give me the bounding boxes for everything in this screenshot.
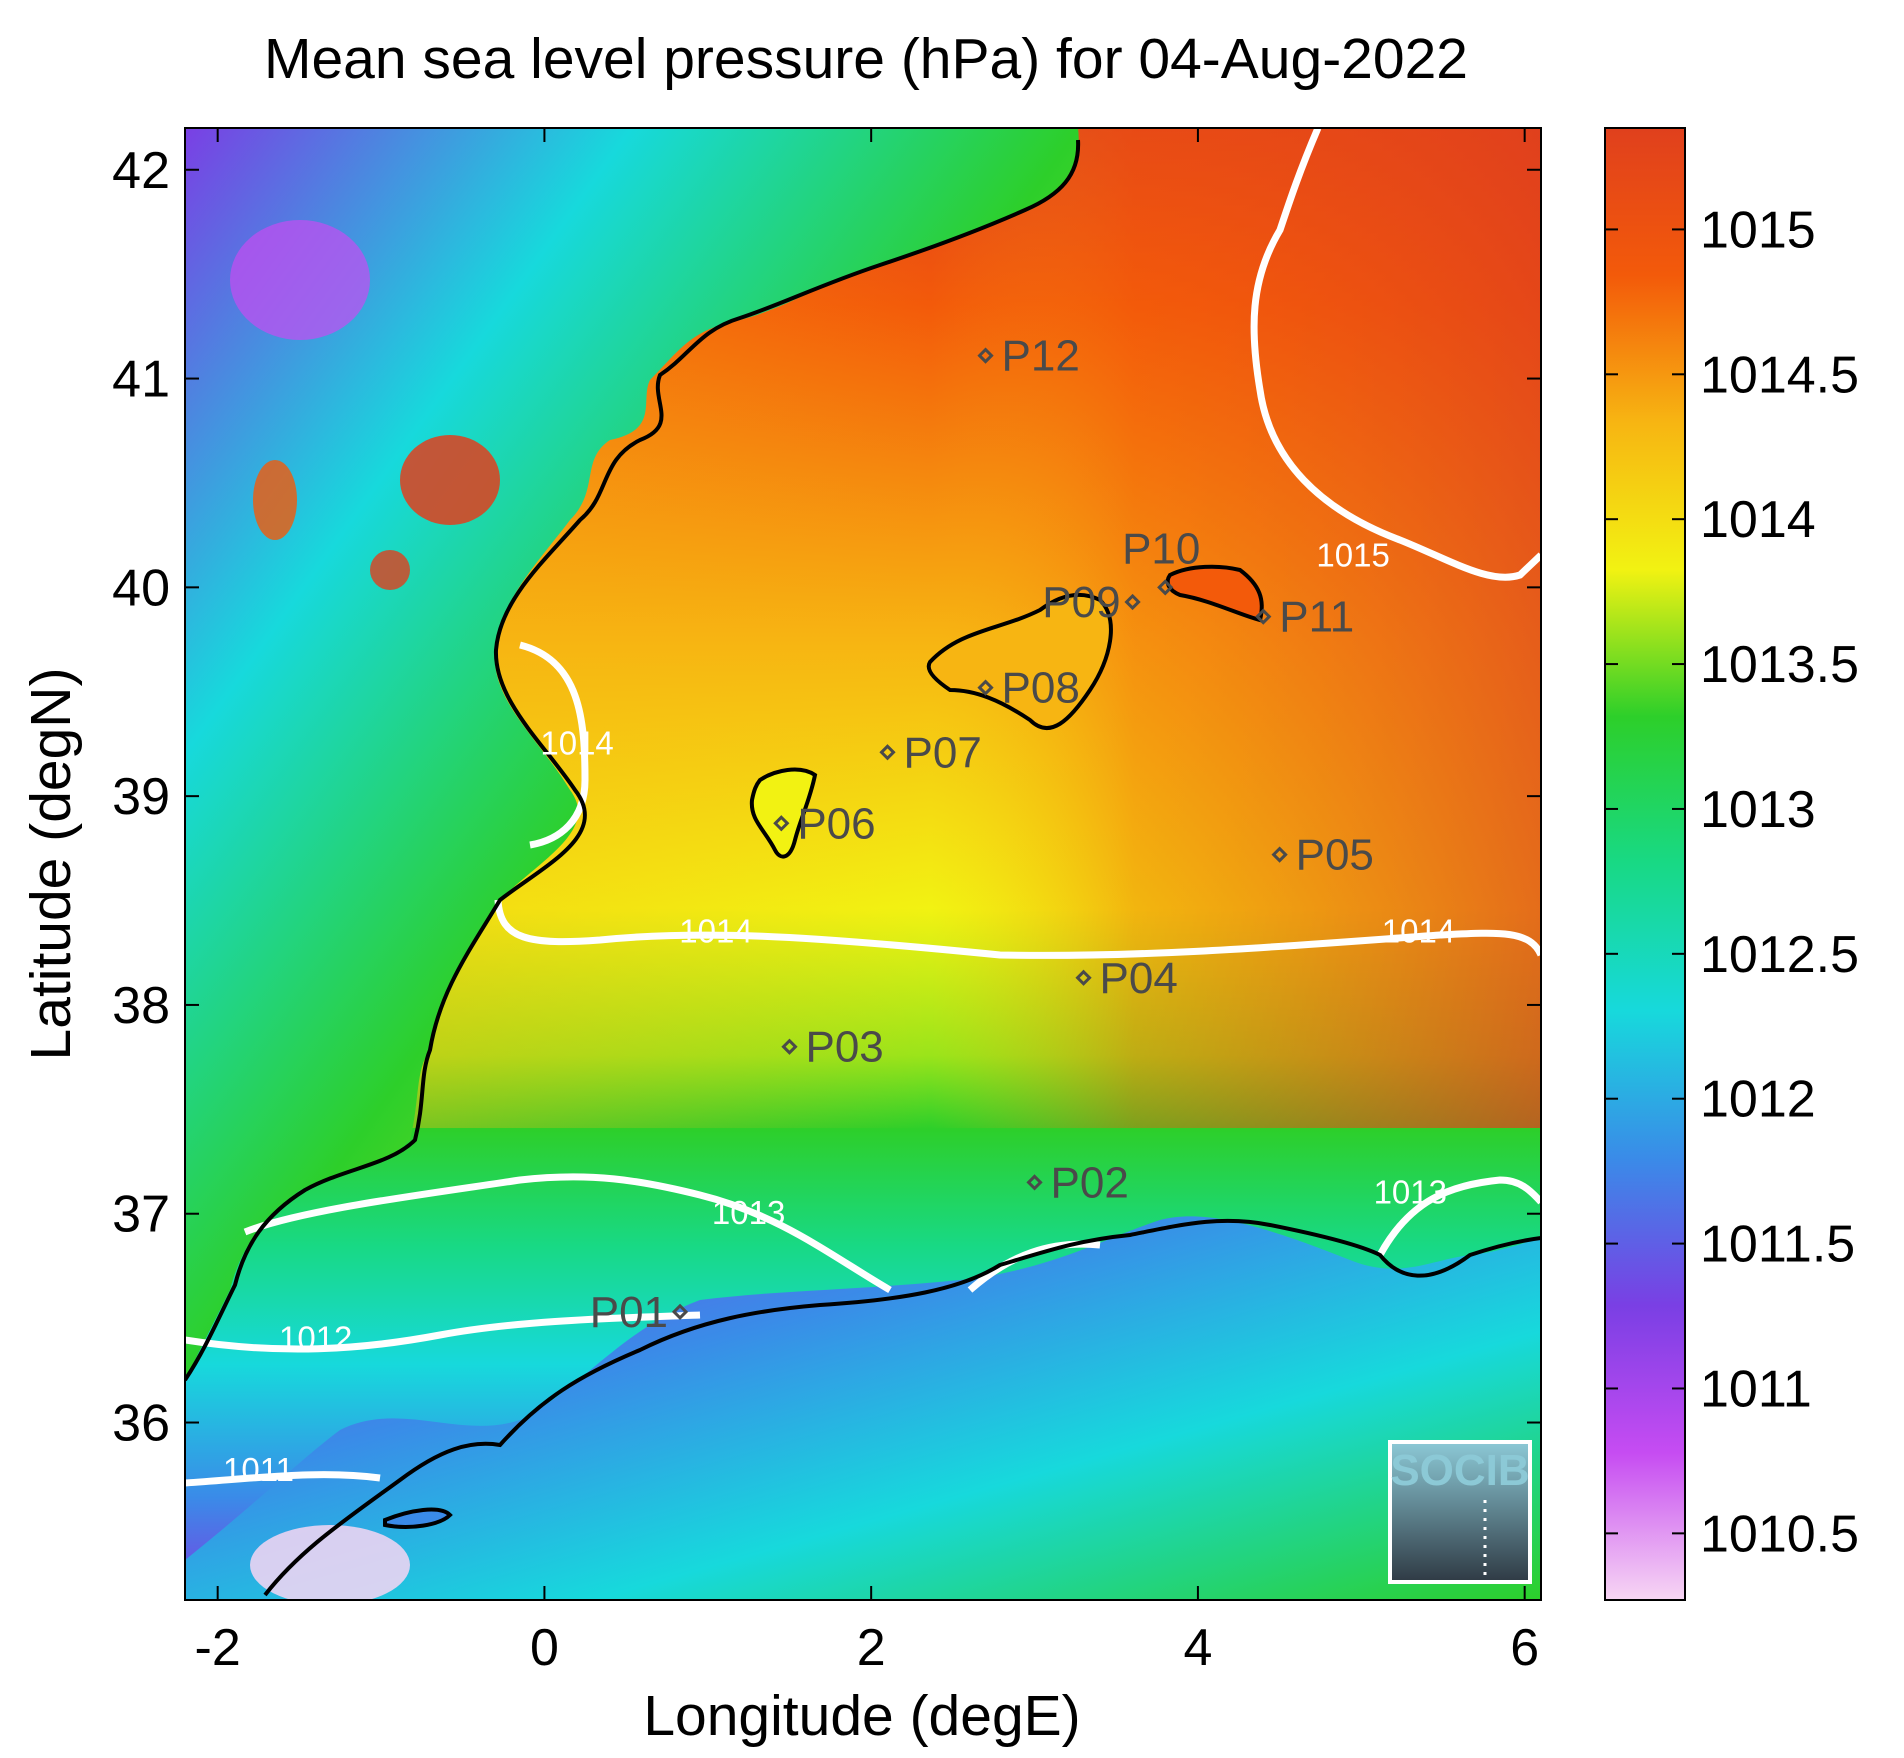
colorbar-tick-label: 1014 <box>1700 491 1816 549</box>
africa-coastline <box>263 1218 1541 1597</box>
contour-label: 1013 <box>1374 1173 1447 1210</box>
land-high-pressure-patch <box>253 460 297 540</box>
colorbar-tick-label: 1014.5 <box>1700 346 1859 404</box>
colorbar-tick-label: 1010.5 <box>1700 1505 1859 1563</box>
station-label: P04 <box>1100 954 1178 1003</box>
station-label: P09 <box>1042 578 1120 627</box>
station-marker <box>1026 1174 1043 1191</box>
x-tick-label: 2 <box>857 1619 886 1677</box>
x-axis: -2 0 2 4 6 <box>195 128 1539 1677</box>
contour-label: 1012 <box>279 1319 352 1356</box>
colorbar: 1010.5 1011 1011.5 1012 1012.5 1013 1013.5 1014… <box>1604 127 1859 1601</box>
y-axis-label: Latitude (degN) <box>19 668 83 1061</box>
y-axis: 36 37 38 39 40 41 42 <box>112 142 1541 1453</box>
y-tick-label: 38 <box>112 977 170 1035</box>
station-label: P01 <box>590 1288 668 1337</box>
station-marker <box>773 815 790 832</box>
station-label: P12 <box>1002 332 1080 381</box>
x-axis-label: Longitude (degE) <box>643 1684 1080 1748</box>
contour-label: 1013 <box>712 1194 785 1231</box>
station-label: P07 <box>904 728 982 777</box>
colorbar-bar <box>1604 127 1686 1601</box>
contour-label: 1014 <box>540 724 613 761</box>
colorbar-tick-label: 1011 <box>1700 1360 1812 1418</box>
contour-1011 <box>185 1471 381 1487</box>
contour-1014-west <box>519 641 589 849</box>
station-marker <box>879 744 896 761</box>
station-label: P05 <box>1296 831 1374 880</box>
station-marker <box>977 679 994 696</box>
y-tick-label: 42 <box>112 142 170 200</box>
station-marker <box>1075 969 1092 986</box>
colorbar-tick-label: 1015 <box>1700 201 1816 259</box>
socib-logo-box <box>1388 1440 1532 1584</box>
contour-1013-east <box>1376 1176 1541 1257</box>
contour-1015 <box>1250 128 1541 581</box>
y-tick-label: 40 <box>112 559 170 617</box>
contour-labels: 1015 1014 1014 1014 1013 1013 1012 1011 <box>223 536 1455 1488</box>
ibiza-coastline <box>749 767 818 859</box>
chart-title: Mean sea level pressure (hPa) for 04-Aug… <box>264 27 1468 91</box>
x-tick-label: 4 <box>1183 1619 1212 1677</box>
y-tick-label: 37 <box>112 1186 170 1244</box>
station-marker <box>1157 579 1174 596</box>
colorbar-ticks: 1010.5 1011 1011.5 1012 1012.5 1013 1013.5 1014… <box>1605 201 1859 1563</box>
plot-frame <box>184 127 1542 1601</box>
x-tick-label: -2 <box>195 1619 241 1677</box>
station-marker <box>977 347 994 364</box>
socib-logo: SOCIB <box>1388 1440 1532 1584</box>
contour-label: 1014 <box>679 912 752 949</box>
contour-1014 <box>494 899 1541 959</box>
colorbar-tick-label: 1011.5 <box>1700 1216 1855 1274</box>
station-label: P03 <box>805 1023 883 1072</box>
station-label: P08 <box>1002 664 1080 713</box>
y-tick-label: 36 <box>112 1395 170 1453</box>
iberia-land <box>185 128 1079 1380</box>
land-low-pressure-patch <box>230 220 370 340</box>
y-tick-label: 39 <box>112 768 170 826</box>
x-tick-label: 6 <box>1510 1619 1539 1677</box>
alboran-coastline <box>383 1507 453 1529</box>
africa-land <box>185 1216 1541 1600</box>
colorbar-tick-label: 1013 <box>1700 781 1816 839</box>
mallorca-coastline <box>926 592 1113 731</box>
x-tick-label: 0 <box>530 1619 559 1677</box>
station-label: P11 <box>1279 593 1354 642</box>
colorbar-tick-label: 1012 <box>1700 1071 1816 1129</box>
iberia-coastline <box>185 139 1081 1382</box>
y-tick-label: 41 <box>112 351 170 409</box>
station-label: P06 <box>797 799 875 848</box>
station-label: P10 <box>1122 524 1200 573</box>
station-marker <box>671 1303 689 1320</box>
contour-1013-segment <box>967 1240 1101 1293</box>
contour-lines <box>185 128 1541 1487</box>
contour-1012 <box>185 1311 701 1353</box>
station-marker <box>1255 608 1272 625</box>
station-marker <box>1271 846 1288 863</box>
station-marker <box>781 1038 798 1055</box>
land-high-pressure-patch <box>370 550 410 590</box>
coastline <box>185 139 1541 1597</box>
contour-1013 <box>243 1173 892 1294</box>
colorbar-tick-label: 1013.5 <box>1700 636 1859 694</box>
station-label: P02 <box>1051 1158 1129 1207</box>
station-marker <box>1124 593 1141 611</box>
contour-label: 1015 <box>1316 536 1389 573</box>
socib-logo-text: SOCIB <box>1390 1446 1529 1495</box>
contour-label: 1011 <box>223 1451 294 1488</box>
land-high-pressure-patch <box>400 435 500 525</box>
colorbar-tick-label: 1012.5 <box>1700 926 1859 984</box>
land-low-pressure-patch <box>250 1525 410 1600</box>
contour-label: 1014 <box>1382 912 1455 949</box>
